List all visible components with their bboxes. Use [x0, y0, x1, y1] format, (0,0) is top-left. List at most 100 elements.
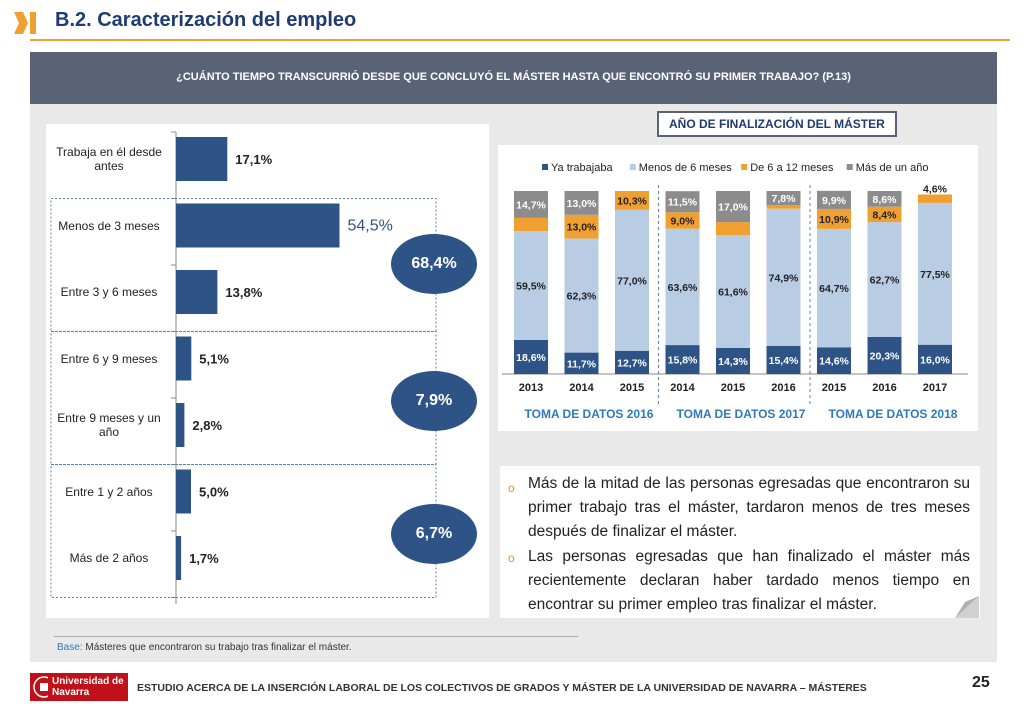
stack-segment	[716, 222, 750, 236]
category-label: Menos de 3 meses	[58, 218, 160, 233]
bullet-marker: o	[508, 551, 515, 565]
x-tick-label: 2017	[923, 382, 947, 394]
segment-label: 9,0%	[671, 215, 696, 227]
segment-label: 18,6%	[516, 352, 546, 364]
base-text: Másteres que encontraron su trabajo tras…	[85, 642, 352, 653]
segment-label: 16,0%	[920, 354, 950, 366]
stack-segment	[918, 202, 952, 345]
stack-segment	[918, 194, 952, 203]
bar	[176, 137, 228, 181]
segment-label: 62,7%	[870, 274, 900, 286]
x-tick-label: 2016	[771, 382, 795, 394]
segment-label: 10,9%	[819, 214, 849, 226]
bar	[176, 403, 185, 447]
page-number: 25	[972, 674, 990, 691]
base-rule	[54, 636, 578, 637]
group-title: TOMA DE DATOS 2017	[677, 407, 806, 421]
segment-label: 15,8%	[668, 355, 698, 367]
segment-label: 15,4%	[769, 355, 799, 367]
x-tick-label: 2013	[519, 382, 543, 394]
bar	[176, 469, 191, 514]
value-label: 2,8%	[192, 418, 222, 433]
group-total-badge: 68,4%	[391, 234, 477, 294]
legend-swatch	[629, 164, 636, 170]
stack-segment	[867, 206, 902, 223]
bullet-text-2: Las personas egresadas que han finalizad…	[528, 548, 970, 613]
stack-segment	[615, 191, 649, 210]
legend-label: Más de un año	[856, 162, 929, 174]
legend-swatch	[542, 164, 548, 170]
category-label: Entre 9 meses y un año	[57, 411, 161, 439]
question-band	[30, 52, 997, 104]
header-rule	[30, 39, 1010, 41]
x-tick-label: 2015	[620, 382, 644, 394]
stack-segment	[918, 344, 952, 374]
stack-segment	[564, 352, 599, 374]
segment-label: 11,7%	[567, 358, 597, 370]
stack-segment	[867, 336, 902, 374]
segment-label: 9,9%	[822, 195, 847, 207]
category-label: Entre 1 y 2 años	[65, 484, 153, 499]
legend-label: Menos de 6 meses	[639, 162, 732, 174]
value-label: 5,0%	[199, 485, 229, 500]
stack-segment	[716, 347, 750, 374]
segment-label: 8,4%	[873, 209, 898, 221]
right-chart-panel: Ya trabajaba Menos de 6 meses De 6 a 12 me…	[498, 145, 978, 431]
segment-label: 11,5%	[668, 197, 698, 209]
stack-segment	[766, 191, 801, 206]
year-chart-title: AÑO DE FINALIZACIÓN DEL MÁSTER	[657, 111, 897, 137]
category-label: Más de 2 años	[69, 551, 149, 565]
bar	[176, 536, 182, 580]
segment-label: 14,3%	[718, 356, 748, 368]
question-text: ¿CUÁNTO TIEMPO TRANSCURRIÓ DESDE QUE CON…	[176, 71, 851, 83]
segment-label: 7,8%	[772, 193, 797, 205]
stack-segment	[817, 228, 851, 348]
base-note: Base: Másteres que encontraron su trabaj…	[57, 642, 352, 653]
bullet-text-1: Más de la mitad de las personas egresada…	[528, 475, 970, 540]
stack-segment	[615, 350, 649, 374]
segment-label: 63,6%	[668, 282, 698, 294]
stack-segment	[615, 209, 649, 351]
stack-segment	[564, 191, 599, 215]
bar	[176, 270, 218, 314]
group-total-badge: 7,9%	[391, 371, 477, 431]
x-tick-label: 2014	[569, 382, 594, 394]
segment-label: 77,0%	[617, 275, 647, 287]
x-tick-label: 2015	[721, 382, 745, 394]
segment-label: 8,6%	[873, 194, 898, 206]
stack-segment	[817, 190, 851, 209]
stack-segment	[514, 339, 548, 374]
university-logo: Universidad de Navarra	[30, 673, 128, 701]
segment-label: 13,0%	[567, 198, 597, 210]
legend-swatch	[741, 164, 748, 170]
category-label: Entre 3 y 6 meses	[60, 285, 158, 299]
bullet-marker: o	[508, 481, 515, 495]
left-chart-panel: 17,1% 54,5% 13,8% 5,1% 2,8% 5,0% 1,7% Trabaja …	[46, 124, 489, 618]
stack-segment	[514, 191, 548, 218]
stack-segment	[817, 347, 851, 374]
x-tick-label: 2014	[670, 382, 695, 394]
x-tick-label: 2015	[822, 382, 846, 394]
legend-swatch	[846, 164, 853, 170]
segment-label: 59,5%	[516, 281, 546, 293]
bullets-panel	[500, 466, 980, 618]
stack-segment	[514, 217, 548, 232]
segment-label: 74,9%	[769, 272, 799, 284]
logo-text: Universidad de Navarra	[51, 676, 124, 698]
horizontal-bar-chart: 17,1% 54,5% 13,8% 5,1% 2,8% 5,0% 1,7%	[50, 131, 437, 604]
stack-segment	[766, 208, 801, 346]
stack-segment	[867, 222, 902, 337]
footer-title: ESTUDIO ACERCA DE LA INSERCIÓN LABORAL D…	[137, 682, 867, 694]
segment-label: 20,3%	[870, 350, 900, 362]
segment-label: 64,7%	[819, 283, 849, 295]
segment-label: 14,7%	[516, 199, 546, 211]
stack-segment	[716, 235, 750, 348]
legend-label: De 6 a 12 meses	[750, 162, 834, 174]
value-label: 17,1%	[235, 152, 272, 167]
crest-icon	[33, 676, 48, 698]
stack-segment	[665, 191, 700, 213]
stack-segment	[665, 212, 700, 229]
segment-label: 12,7%	[617, 357, 647, 369]
stack-segment	[514, 231, 548, 340]
base-label: Base:	[57, 642, 83, 653]
